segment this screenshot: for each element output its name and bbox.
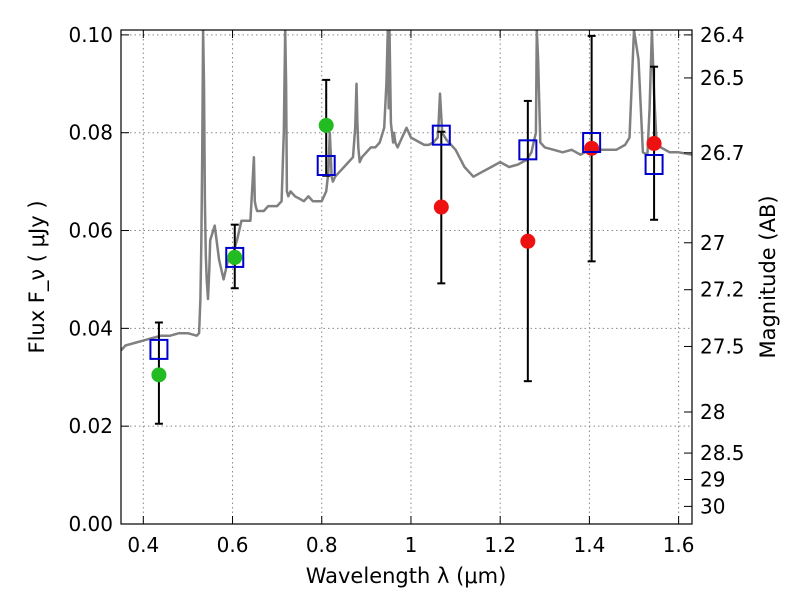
y-tick-label: 0.00 bbox=[68, 512, 113, 536]
x-tick-label: 0.8 bbox=[306, 533, 338, 557]
y-tick-label: 0.06 bbox=[68, 219, 113, 243]
plot-area bbox=[121, 30, 692, 425]
model-photometry-square bbox=[225, 246, 245, 268]
y2-tick-label: 27.2 bbox=[700, 278, 745, 302]
model-photometry-square bbox=[149, 338, 169, 360]
x-tick-label: 1.6 bbox=[663, 533, 695, 557]
measured-flux-point bbox=[520, 233, 536, 249]
y2-tick-label: 30 bbox=[700, 494, 725, 518]
detected-flux-point bbox=[318, 117, 334, 133]
model-spectrum-line bbox=[121, 30, 692, 352]
x-tick-label: 1.4 bbox=[573, 533, 605, 557]
y2-tick-label: 28.5 bbox=[700, 441, 745, 465]
y2-tick-label: 27.5 bbox=[700, 334, 745, 358]
detected-flux-point bbox=[227, 249, 243, 265]
y-tick-label: 0.02 bbox=[68, 414, 113, 438]
axes-frame bbox=[120, 29, 693, 525]
model-photometry-square bbox=[431, 124, 451, 146]
x-axis-label: Wavelength λ (μm) bbox=[306, 564, 507, 588]
plot-frame bbox=[120, 29, 693, 525]
detected-flux-point bbox=[151, 367, 167, 383]
x-tick-label: 1 bbox=[405, 533, 418, 557]
y2-tick-label: 27 bbox=[700, 231, 725, 255]
model-photometry-square bbox=[518, 139, 538, 161]
y2-tick-label: 29 bbox=[700, 467, 725, 491]
y2-tick-label: 28 bbox=[700, 400, 725, 424]
x-tick-label: 0.4 bbox=[127, 533, 159, 557]
measured-flux-point bbox=[646, 135, 662, 151]
y-tick-label: 0.10 bbox=[68, 23, 113, 47]
measured-flux-point bbox=[433, 199, 449, 215]
x-tick-label: 0.6 bbox=[217, 533, 249, 557]
y-tick-label: 0.08 bbox=[68, 121, 113, 145]
model-photometry-square bbox=[582, 131, 602, 153]
y2-axis-label: Magnitude (AB) bbox=[756, 195, 780, 358]
axis-ticks: 0.4 0.6 0.8 1 1.2 1.4 1.6 0.00 0.02 0.04 0.06 0.08 0… bbox=[68, 23, 744, 557]
measured-flux-point bbox=[584, 140, 600, 156]
model-photometry-square bbox=[644, 154, 664, 176]
x-tick-label: 1.2 bbox=[484, 533, 516, 557]
model-photometry-square bbox=[316, 154, 336, 176]
y2-tick-label: 26.4 bbox=[700, 23, 745, 47]
y2-tick-label: 26.5 bbox=[700, 66, 745, 90]
y-axis-label: Flux F_ν ( μJy ) bbox=[25, 200, 50, 353]
y-tick-label: 0.04 bbox=[68, 316, 113, 340]
y2-tick-label: 26.7 bbox=[700, 141, 745, 165]
